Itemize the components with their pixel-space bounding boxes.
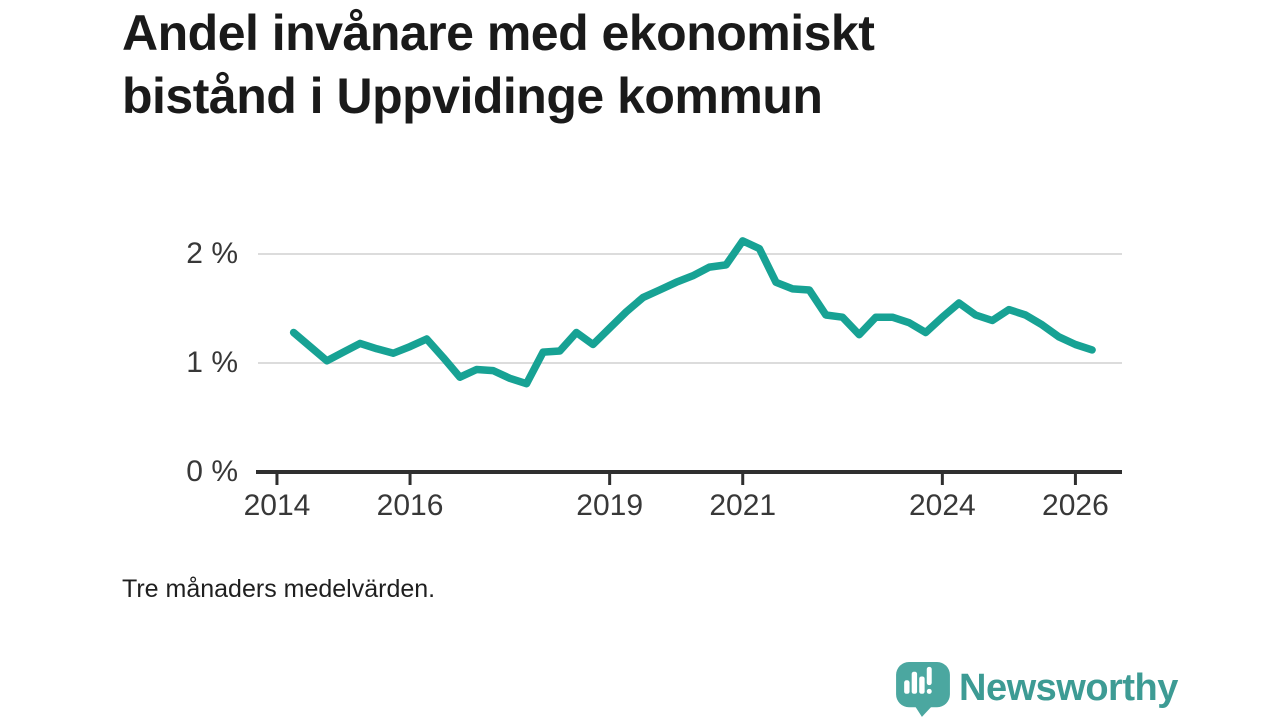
x-axis-label-2014: 2014 xyxy=(243,489,311,522)
logo-exclamation-bar xyxy=(926,666,932,686)
x-axis-label-2019: 2019 xyxy=(576,489,644,522)
trend-line xyxy=(289,237,1096,388)
chart-title-line-1: Andel invånare med ekonomiskt xyxy=(122,5,875,61)
x-axis-label-2021: 2021 xyxy=(709,489,777,522)
newsworthy-bar-chart-speech-bubble-icon xyxy=(896,662,950,717)
logo-bar-short xyxy=(904,680,910,694)
logo-bar-medium xyxy=(919,676,925,694)
x-axis-label-2016: 2016 xyxy=(376,489,444,522)
chart-title-line-2: bistånd i Uppvidinge kommun xyxy=(122,68,823,124)
y-axis-label-0-percent: 0 % xyxy=(186,455,238,488)
logo-bar-tall xyxy=(911,671,918,694)
y-axis-label-1-percent: 1 % xyxy=(186,346,238,379)
newsworthy-wordmark: Newsworthy xyxy=(959,667,1178,709)
logo-exclamation-dot xyxy=(926,688,932,694)
newsworthy-logo: Newsworthy xyxy=(896,662,1178,718)
logo-bubble-tail xyxy=(912,701,936,717)
x-axis-label-2026: 2026 xyxy=(1042,489,1109,522)
chart-footnote: Tre månaders medelvärden. xyxy=(122,575,436,603)
chart-title: Andel invånare med ekonomiskt bistånd i U… xyxy=(122,2,1042,128)
y-axis-label-2-percent: 2 % xyxy=(186,237,238,270)
x-axis-label-2024: 2024 xyxy=(908,489,976,522)
